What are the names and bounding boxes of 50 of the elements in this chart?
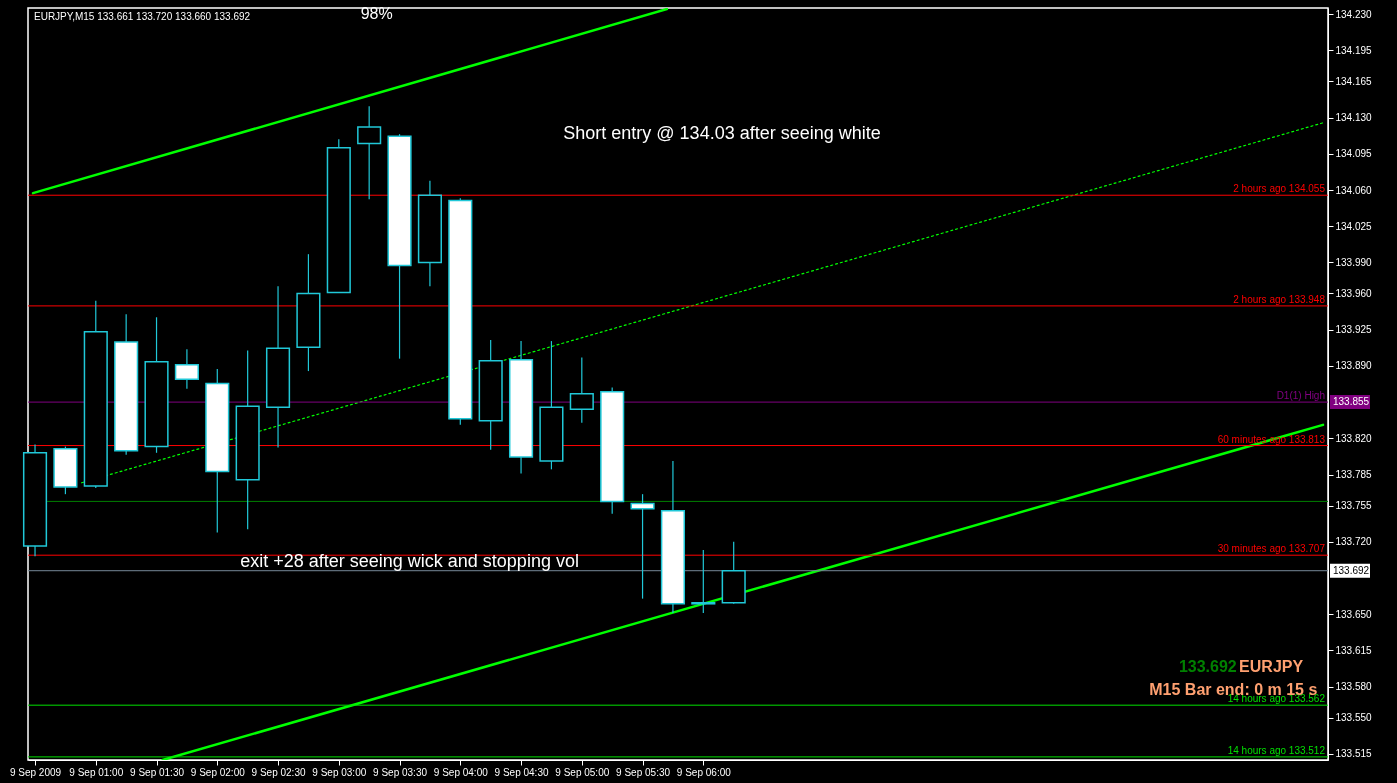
y-tick-label: 133.720	[1335, 536, 1373, 548]
text: 133.692	[1333, 564, 1370, 576]
x-tick-label: 9 Sep 04:00	[433, 766, 489, 778]
y-tick-label: 133.755	[1335, 500, 1373, 512]
y-tick-label: 134.195	[1335, 44, 1373, 56]
y-tick-label: 133.820	[1335, 432, 1373, 444]
x-tick-label: 9 Sep 06:00	[676, 766, 732, 778]
ref-line-label: 30 minutes ago 133.707	[1217, 543, 1326, 555]
candlestick	[357, 105, 382, 200]
y-tick-label: 134.095	[1335, 148, 1373, 160]
candlestick	[630, 493, 655, 600]
x-tick-label: 9 Sep 02:00	[190, 766, 246, 778]
x-tick-label: 9 Sep 03:30	[373, 766, 428, 778]
annotation: exit +28 after seeing wick and stopping vol	[240, 551, 579, 572]
y-tick-label: 133.615	[1335, 644, 1373, 656]
y-tick-label: 133.890	[1335, 360, 1373, 372]
y-tick-label: 133.925	[1335, 324, 1373, 336]
candlestick	[174, 348, 199, 390]
x-tick-label: 9 Sep 2009	[9, 766, 62, 778]
chart-title: EURJPY,M15 133.661 133.720 133.660 133.692	[34, 11, 251, 22]
candlestick	[691, 549, 716, 614]
candlestick	[569, 357, 594, 424]
y-tick-label: 133.580	[1335, 681, 1373, 693]
x-tick-label: 9 Sep 03:00	[312, 766, 367, 778]
x-tick-label: 9 Sep 05:30	[616, 766, 671, 778]
ref-line-label: D1(1) High	[1276, 390, 1325, 402]
ref-line-label: 14 hours ago 133.512	[1227, 744, 1326, 756]
x-tick-label: 9 Sep 02:30	[251, 766, 306, 778]
y-tick-label: 133.990	[1335, 256, 1373, 268]
x-tick-label: 9 Sep 01:00	[69, 766, 124, 778]
y-tick-label: 134.130	[1335, 112, 1373, 124]
x-tick-label: 9 Sep 04:30	[494, 766, 549, 778]
x-tick-label: 9 Sep 05:00	[555, 766, 610, 778]
ref-line-label: 2 hours ago 134.055	[1233, 183, 1326, 195]
ref-line-label: 2 hours ago 133.948	[1233, 293, 1326, 305]
y-tick-label: 133.550	[1335, 712, 1373, 724]
annotation: 98%	[360, 4, 393, 22]
x-tick-label: 9 Sep 01:30	[130, 766, 185, 778]
y-tick-label: 133.960	[1335, 287, 1373, 299]
annotation: EURJPY	[1239, 657, 1304, 675]
y-tick-label: 133.785	[1335, 469, 1373, 481]
y-tick-label: 133.650	[1335, 608, 1373, 620]
y-tick-label: 134.060	[1335, 184, 1373, 196]
annotation: 133.692	[1178, 657, 1237, 675]
y-tick-label: 134.025	[1335, 220, 1373, 232]
y-tick-label: 133.515	[1335, 748, 1373, 760]
annotation: Short entry @ 134.03 after seeing white	[563, 123, 881, 144]
y-tick-label: 134.165	[1335, 75, 1373, 87]
text: 133.855	[1333, 396, 1370, 408]
y-tick-label: 134.230	[1335, 8, 1373, 20]
